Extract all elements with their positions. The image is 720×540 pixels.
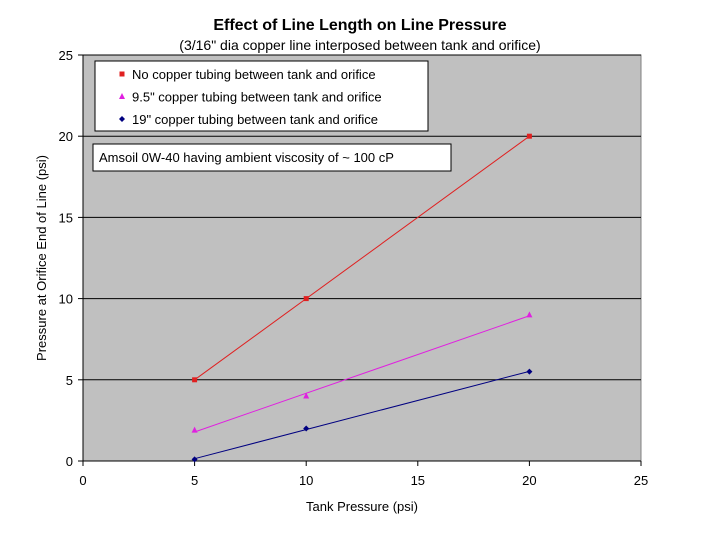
legend-marker: [119, 71, 125, 77]
y-tick-label: 5: [66, 373, 73, 388]
y-tick-label: 10: [59, 292, 73, 307]
x-tick-label: 10: [299, 473, 313, 488]
legend-label: No copper tubing between tank and orific…: [132, 67, 376, 82]
legend-box: [94, 60, 429, 132]
data-point: [526, 368, 533, 375]
y-axis-label: Pressure at Orifice End of Line (psi): [34, 155, 49, 361]
data-point: [192, 377, 198, 383]
series-line: [194, 370, 530, 460]
annotation-box: Amsoil 0W-40 having ambient viscosity of…: [92, 143, 452, 172]
y-tick-label: 0: [66, 454, 73, 469]
annotation-text: Amsoil 0W-40 having ambient viscosity of…: [99, 150, 394, 165]
series-2: [191, 311, 533, 433]
data-point: [303, 392, 310, 399]
x-axis-label: Tank Pressure (psi): [306, 499, 418, 514]
data-point: [191, 426, 198, 433]
y-tick-label: 25: [59, 48, 73, 63]
data-point: [303, 425, 310, 432]
data-point: [526, 311, 533, 318]
legend: No copper tubing between tank and orific…: [94, 60, 429, 132]
series-line: [194, 135, 530, 381]
y-tick-label: 15: [59, 210, 73, 225]
series-1: [192, 133, 532, 383]
chart-title: Effect of Line Length on Line Pressure: [213, 17, 506, 34]
legend-label: 19" copper tubing between tank and orifi…: [132, 112, 378, 127]
legend-marker: [119, 93, 125, 99]
chart-subtitle: (3/16" dia copper line interposed betwee…: [179, 37, 540, 53]
x-tick-label: 25: [634, 473, 648, 488]
x-tick-label: 15: [411, 473, 425, 488]
series-3: [191, 368, 533, 463]
x-tick-label: 5: [191, 473, 198, 488]
legend-label: 9.5" copper tubing between tank and orif…: [132, 90, 382, 105]
series-line: [194, 315, 530, 433]
x-tick-label: 0: [79, 473, 86, 488]
y-tick-label: 20: [59, 129, 73, 144]
data-point: [303, 296, 309, 302]
legend-marker: [119, 116, 125, 122]
x-tick-label: 20: [522, 473, 536, 488]
data-point: [191, 456, 198, 463]
data-point: [526, 133, 532, 139]
